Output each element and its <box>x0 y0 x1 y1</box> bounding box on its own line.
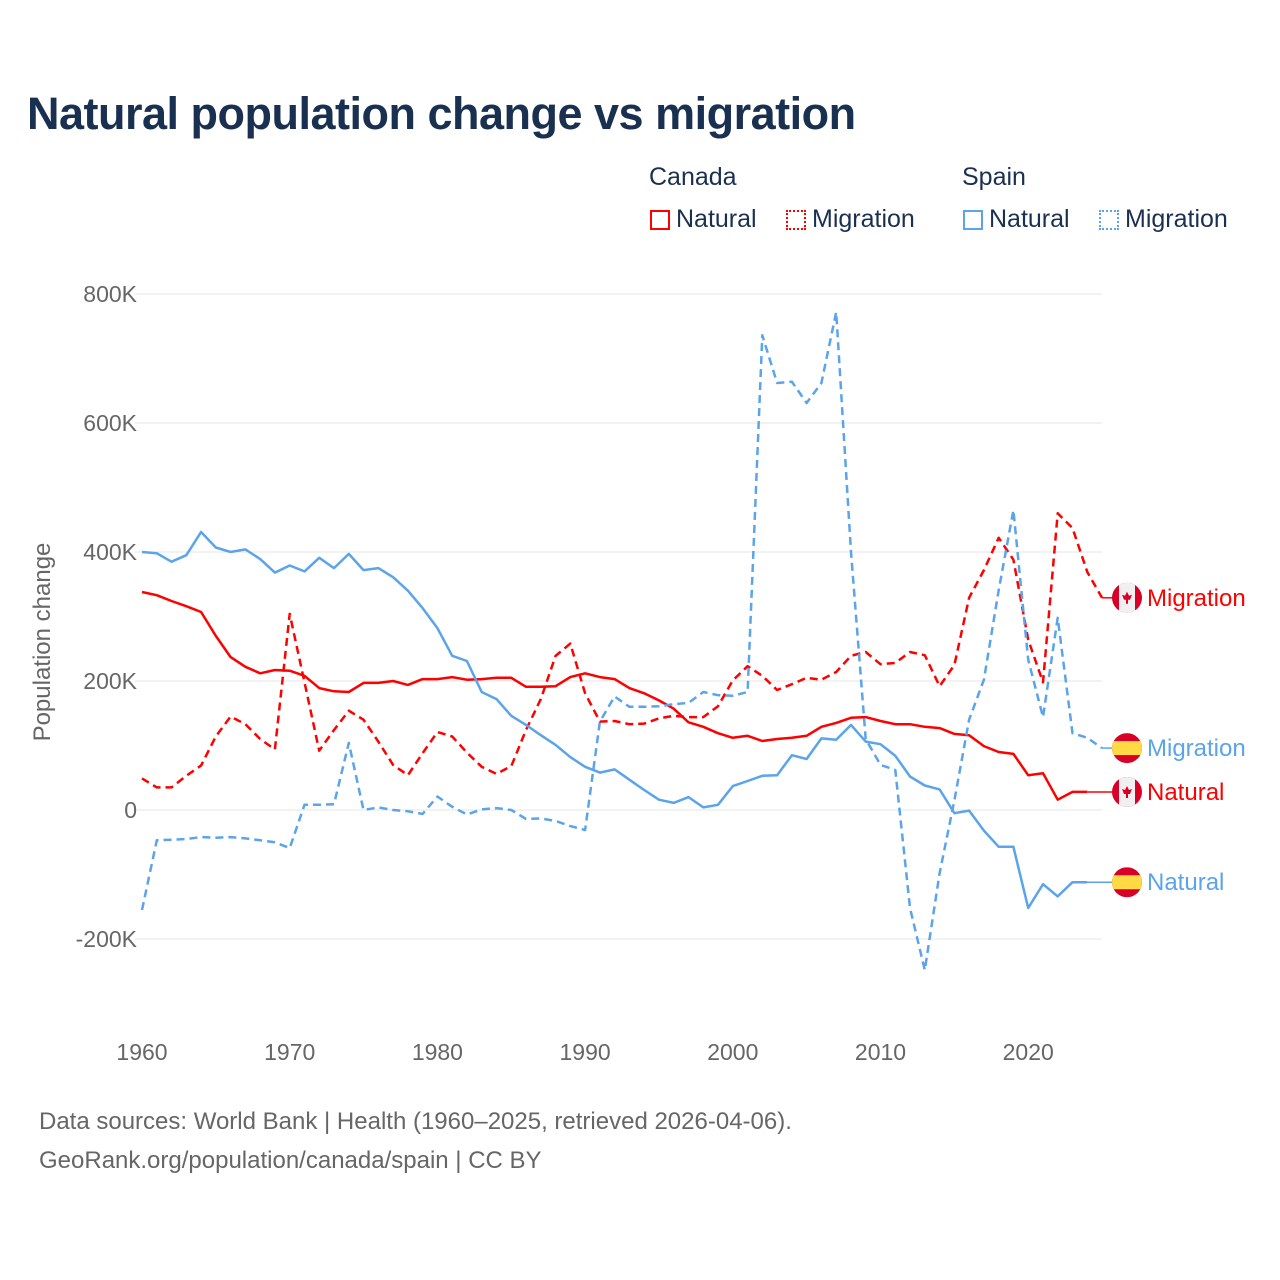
series-line-canada-migration <box>141 512 1104 789</box>
spain-flag-icon <box>1112 867 1142 898</box>
y-tick-label: 800K <box>83 281 137 307</box>
y-axis-label: Population change <box>29 543 56 742</box>
y-tick-label: 0 <box>124 797 137 823</box>
legend-item-spain-natural[interactable]: Natural <box>963 205 1070 234</box>
y-tick-label: 400K <box>83 539 137 565</box>
end-label-spain-migration: Migration <box>1147 735 1246 762</box>
legend-item-spain-migration[interactable]: Migration <box>1099 205 1228 234</box>
legend-swatch-solid <box>963 209 983 230</box>
y-tick-label: 200K <box>83 668 137 694</box>
legend-label: Migration <box>812 205 915 233</box>
spain-flag-icon <box>1112 733 1142 764</box>
flag-yellow <box>1112 875 1142 890</box>
end-label-canada-migration: Migration <box>1147 585 1246 612</box>
y-tick-label: -200K <box>76 926 138 952</box>
footer-sources: Data sources: World Bank | Health (1960–… <box>39 1108 792 1135</box>
series-line-spain-migration <box>140 310 1103 972</box>
x-tick-label: 2000 <box>707 1039 758 1065</box>
series-line-canada-natural <box>141 590 1088 801</box>
series-line-spain-natural <box>141 530 1088 910</box>
canada-flag-icon <box>1112 582 1142 613</box>
legend-label: Natural <box>989 205 1070 233</box>
legend-item-canada-natural[interactable]: Natural <box>650 205 757 234</box>
end-label-canada-natural: Natural <box>1147 779 1224 806</box>
maple-leaf-icon <box>1122 785 1132 798</box>
chart-title: Natural population change vs migration <box>27 88 856 139</box>
legend-group-spain: Spain <box>962 163 1026 191</box>
maple-leaf-icon <box>1122 591 1132 604</box>
footer-link[interactable]: GeoRank.org/population/canada/spain | CC… <box>39 1147 542 1174</box>
legend-group-canada: Canada <box>649 163 737 191</box>
x-tick-label: 1970 <box>264 1039 315 1065</box>
flag-yellow <box>1112 741 1142 756</box>
x-tick-label: 1980 <box>412 1039 463 1065</box>
legend-swatch-dashed <box>1099 209 1119 230</box>
x-tick-label: 2010 <box>855 1039 906 1065</box>
legend-swatch-dashed <box>786 209 806 230</box>
x-tick-label: 1990 <box>560 1039 611 1065</box>
canada-flag-icon <box>1112 776 1142 807</box>
legend-label: Migration <box>1125 205 1228 233</box>
end-label-spain-natural: Natural <box>1147 869 1224 896</box>
legend-item-canada-migration[interactable]: Migration <box>786 205 915 234</box>
x-tick-label: 2020 <box>1003 1039 1054 1065</box>
legend-swatch-solid <box>650 209 670 230</box>
x-tick-label: 1960 <box>116 1039 167 1065</box>
legend-label: Natural <box>676 205 757 233</box>
y-tick-label: 600K <box>83 410 137 436</box>
